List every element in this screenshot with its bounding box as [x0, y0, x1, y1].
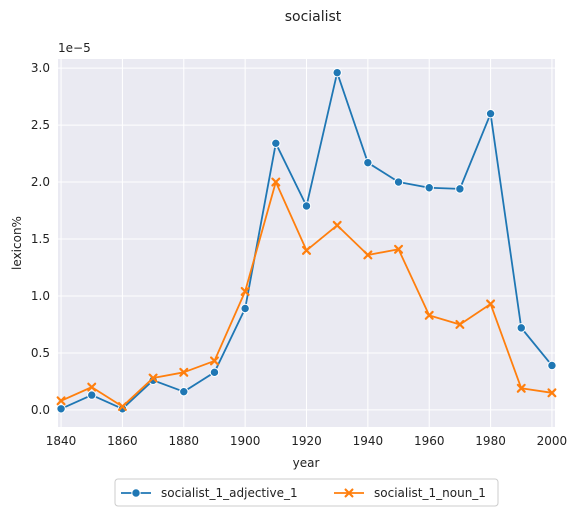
legend-items: socialist_1_adjective_1 socialist_1_noun_… [121, 486, 486, 500]
series-1-point [209, 367, 220, 378]
x-axis-label: year [293, 456, 320, 470]
y-axis-label: lexicon% [10, 216, 24, 270]
series-1-point [117, 404, 128, 414]
series-2-point [363, 250, 373, 260]
y-tick-label: 1.5 [31, 232, 50, 246]
x-tick-label: 1980 [475, 434, 506, 448]
grid-lines [58, 59, 555, 427]
series-2-point [486, 299, 496, 309]
series-1-point [547, 360, 557, 371]
series-2-point [240, 286, 250, 296]
x-tick-label: 1860 [107, 434, 138, 448]
legend-series-2-point [344, 488, 354, 498]
series-2-point [148, 373, 158, 383]
y-tick-label: 0.5 [31, 346, 50, 360]
legend: socialist_1_adjective_1 socialist_1_noun_… [114, 478, 499, 507]
legend-series-2-label: socialist_1_noun_1 [374, 486, 486, 500]
series-2-point [179, 367, 189, 377]
y-tick-label: 2.0 [31, 175, 50, 189]
y-tick-label: 3.0 [31, 61, 50, 75]
series-2-point [87, 382, 97, 392]
legend-series-1-label: socialist_1_adjective_1 [161, 486, 298, 500]
series-2-point [424, 310, 434, 320]
series-layer [56, 67, 557, 414]
series-1-point [56, 404, 66, 414]
y-tick-label: 2.5 [31, 118, 50, 132]
series-1-group [56, 67, 557, 414]
series-1-point [363, 157, 373, 168]
series-1-point [301, 201, 312, 211]
y-tick-label: 1.0 [31, 289, 50, 303]
series-2-point [455, 319, 465, 329]
series-2-point [516, 383, 526, 393]
series-1-point [516, 323, 526, 333]
series-1-point [271, 138, 281, 149]
x-tick-label: 1940 [353, 434, 384, 448]
x-tick-label: 1840 [46, 434, 77, 448]
legend-box [114, 478, 499, 507]
series-2-point [302, 245, 311, 255]
series-1-point [332, 67, 342, 78]
series-2-point [547, 388, 557, 398]
legend-series-1-point [131, 488, 141, 498]
x-tick-label: 1900 [230, 434, 261, 448]
tick-labels: 1840 1860 1880 1900 1920 1940 1960 1980 2000 0.0 0… [31, 61, 567, 448]
series-1-point [424, 183, 434, 193]
series-1-point [179, 386, 189, 397]
series-2-point [394, 244, 404, 254]
series-2-group [56, 177, 557, 411]
x-tick-label: 1960 [414, 434, 445, 448]
chart-title: socialist [285, 9, 342, 25]
series-2-point [332, 220, 342, 230]
series-1-point [485, 108, 496, 119]
series-2-point [209, 356, 219, 366]
series-2-point [271, 177, 281, 187]
series-2-point [56, 396, 66, 406]
series-1-point [87, 390, 97, 400]
y-axis-offset-label: 1e−5 [58, 41, 91, 55]
series-1-point [455, 184, 465, 194]
series-1-point [240, 303, 250, 314]
series-2-point [117, 401, 127, 411]
x-tick-label: 1880 [169, 434, 200, 448]
x-tick-label: 2000 [537, 434, 568, 448]
y-tick-label: 0.0 [31, 403, 50, 417]
series-1-point [393, 177, 404, 187]
x-tick-label: 1920 [291, 434, 322, 448]
